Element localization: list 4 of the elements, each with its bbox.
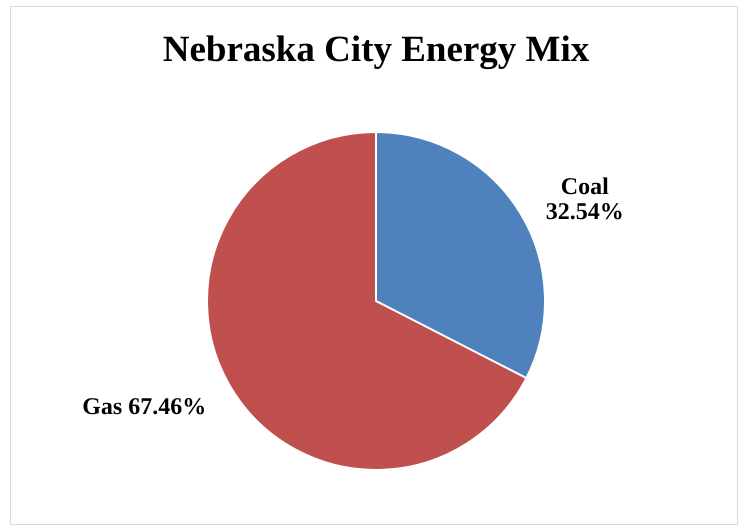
slice-label: Coal xyxy=(560,174,610,200)
slice-label: Gas 67.46% xyxy=(82,394,206,420)
data-label: 32.54% xyxy=(546,198,624,225)
chart-title: Nebraska City Energy Mix xyxy=(162,29,590,70)
